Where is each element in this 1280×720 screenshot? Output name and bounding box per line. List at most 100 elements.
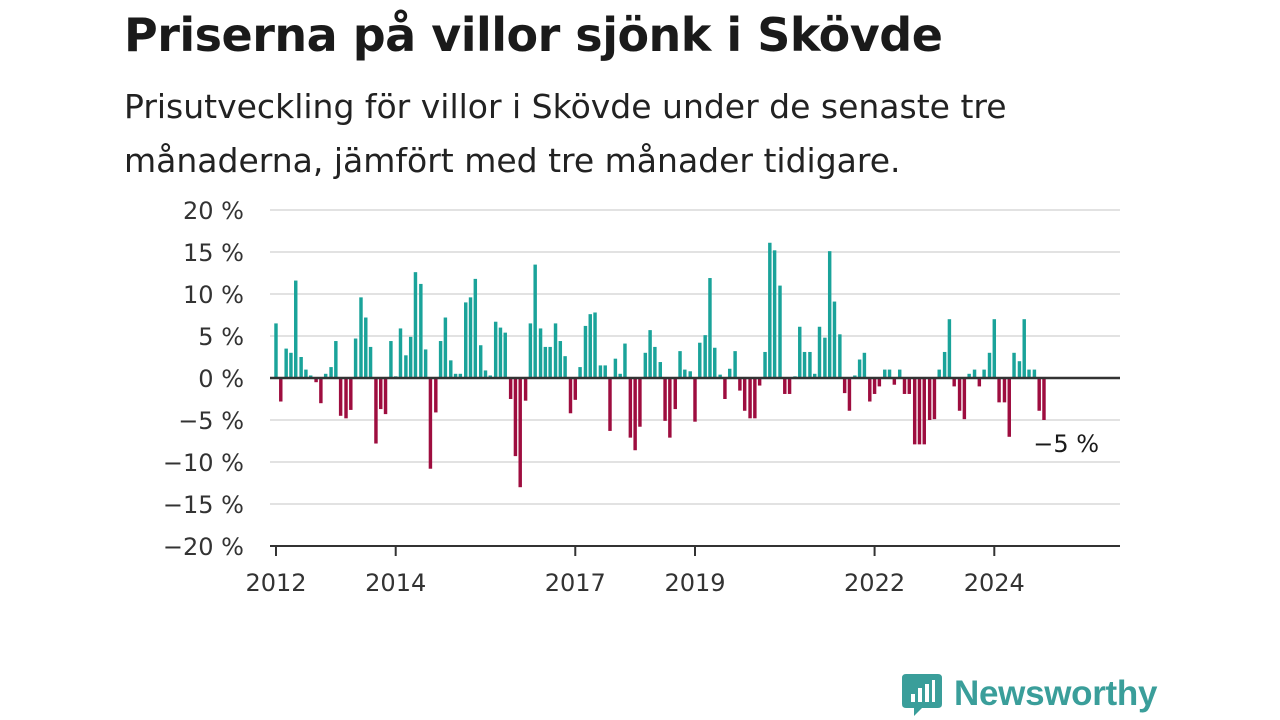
bar — [1012, 352, 1016, 378]
bar — [927, 378, 932, 420]
bar — [907, 378, 912, 394]
bar — [693, 378, 697, 422]
bar — [349, 378, 353, 410]
brand-name: Newsworthy — [954, 674, 1158, 713]
bar — [1032, 369, 1037, 378]
page-subtitle: Prisutveckling för villor i Skövde under… — [124, 87, 1007, 180]
bar — [578, 367, 582, 378]
bar — [438, 341, 443, 378]
bar — [723, 378, 727, 399]
bar — [683, 369, 687, 378]
bar — [962, 378, 967, 420]
bar — [528, 323, 533, 378]
x-tick-label: 2024 — [964, 569, 1025, 597]
bar — [488, 375, 493, 378]
bar — [718, 374, 722, 378]
bar — [688, 371, 692, 378]
bar — [733, 351, 737, 378]
bar — [608, 378, 612, 431]
bar — [787, 378, 792, 394]
brand-logo[interactable]: Newsworthy — [902, 670, 1157, 718]
bar — [543, 346, 548, 378]
bar — [464, 302, 468, 378]
bar — [598, 365, 603, 378]
bar — [583, 325, 588, 378]
bar — [727, 368, 732, 378]
bar — [498, 327, 503, 378]
x-tick-label: 2012 — [245, 569, 306, 597]
y-tick-label: 20 % — [183, 197, 244, 225]
bar — [289, 352, 293, 378]
bar — [812, 373, 817, 378]
bar — [503, 332, 507, 378]
bar — [553, 323, 558, 378]
bar — [568, 378, 573, 414]
bar — [618, 373, 622, 378]
bar — [314, 378, 318, 383]
bar — [638, 378, 642, 427]
bar — [623, 343, 627, 378]
bar — [942, 351, 947, 378]
bar — [798, 326, 802, 378]
bar — [768, 242, 772, 378]
bar — [633, 378, 637, 451]
bar — [802, 351, 807, 378]
bar — [329, 367, 333, 378]
bar — [902, 378, 907, 394]
bar — [1022, 319, 1026, 378]
bar — [1017, 361, 1022, 378]
bar — [817, 326, 822, 378]
bar — [648, 330, 652, 378]
page-title: Priserna på villor sjönk i Skövde — [124, 8, 943, 62]
bar — [808, 351, 812, 378]
bar — [453, 373, 458, 378]
bar — [922, 378, 926, 445]
x-tick-label: 2022 — [844, 569, 905, 597]
bar — [404, 355, 408, 378]
bar — [947, 319, 952, 378]
bar — [359, 297, 363, 378]
bar — [658, 362, 663, 378]
bar — [772, 250, 777, 378]
bar — [428, 378, 433, 469]
bar — [449, 360, 453, 378]
bar — [423, 349, 428, 378]
bar — [838, 334, 842, 378]
bar — [982, 369, 986, 378]
bar — [997, 378, 1001, 403]
y-tick-label: −20 % — [163, 533, 244, 561]
bar — [588, 314, 592, 378]
bar — [663, 378, 667, 421]
bar — [783, 378, 787, 394]
bar — [434, 378, 438, 413]
bar — [847, 378, 852, 411]
bar — [279, 378, 283, 402]
bar — [678, 351, 682, 378]
bar — [308, 375, 313, 378]
bar — [558, 341, 563, 378]
y-tick-label: 5 % — [198, 323, 244, 351]
bar — [897, 369, 902, 378]
bar — [932, 378, 937, 420]
bar — [573, 378, 578, 400]
bar — [877, 378, 882, 387]
bar — [1042, 378, 1046, 420]
bar — [748, 378, 752, 419]
bar — [742, 378, 747, 411]
bar — [853, 375, 857, 378]
bar — [673, 378, 677, 410]
bar — [892, 378, 897, 385]
bar — [1007, 378, 1011, 437]
bar — [763, 351, 767, 378]
bar — [778, 285, 782, 378]
y-tick-label: −5 % — [178, 407, 244, 435]
bar — [443, 317, 448, 378]
bar — [832, 301, 837, 378]
bar — [1002, 378, 1007, 403]
bar — [379, 378, 383, 410]
bar — [703, 335, 707, 378]
x-tick-label: 2014 — [365, 569, 426, 597]
bar — [653, 346, 657, 378]
bar — [419, 283, 423, 378]
bar — [389, 341, 393, 378]
